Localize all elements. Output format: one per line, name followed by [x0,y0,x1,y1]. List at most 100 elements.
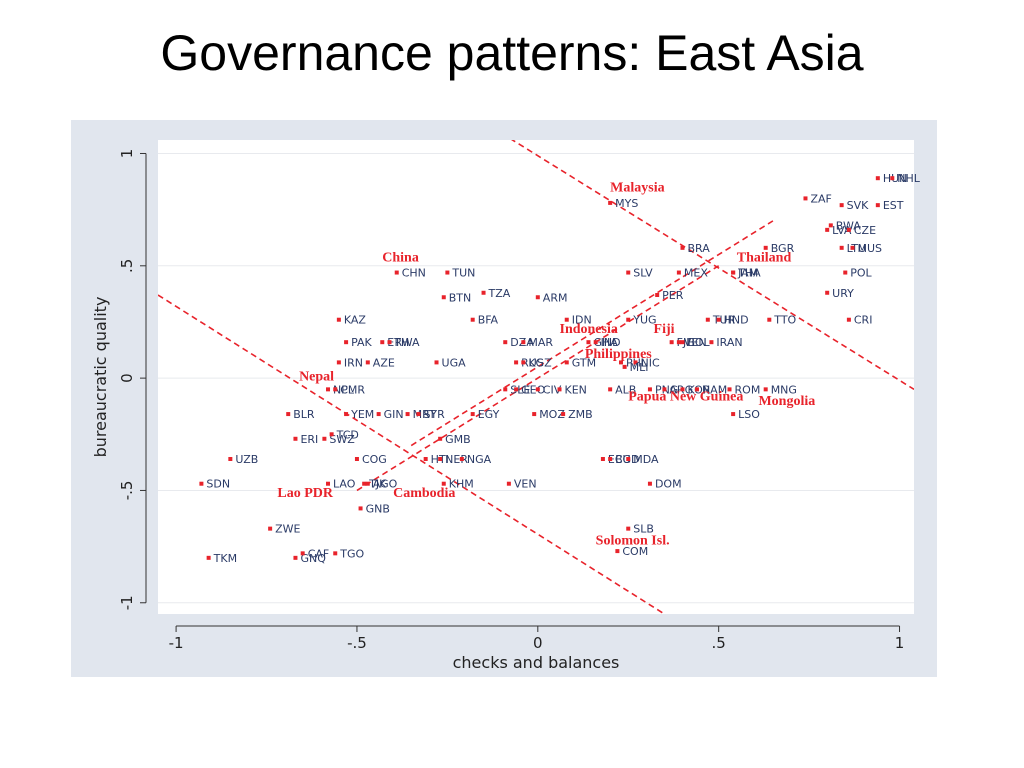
point-label: GNB [366,502,390,515]
point-marker [394,270,399,275]
point-label: TTO [773,314,796,327]
point-label: ROM [735,383,761,396]
highlight-label: China [382,250,419,265]
point-label: UZB [235,453,258,466]
point-label: HUN [883,172,908,185]
data-point: UZB [228,453,258,466]
data-point: MRT [405,408,436,421]
point-label: ALB [615,383,636,396]
data-point: CAF [300,547,330,560]
point-marker [680,245,685,250]
highlight-label: Fiji [654,322,675,337]
point-label: YEM [350,408,374,421]
data-point: PNG [647,383,678,396]
point-marker [763,245,768,250]
data-point: POL [843,267,873,280]
data-point: MEX [676,267,708,280]
point-marker [731,270,736,275]
data-point: EST [875,199,904,212]
point-marker [326,481,331,486]
data-point: TKM [206,552,237,565]
point-label: KAZ [344,314,367,327]
point-label: ZWE [275,523,300,536]
point-marker [662,387,667,392]
data-point: CIV [535,383,562,396]
point-label: SVK [847,199,870,212]
data-point: SLB [626,523,654,536]
point-marker [825,290,830,295]
data-point: TZA [481,287,511,300]
point-label: ETH [387,336,409,349]
point-label: AZE [373,356,395,369]
point-marker [358,506,363,511]
point-label: KGZ [528,356,552,369]
point-label: IRN [344,356,363,369]
point-label: ARM [543,291,568,304]
point-marker [380,340,385,345]
point-label: VEN [684,336,707,349]
point-marker [669,340,674,345]
point-label: LTU [847,242,866,255]
point-label: YUG [632,314,656,327]
data-point: KAZ [336,314,367,327]
point-marker [503,387,508,392]
data-point: ARM [535,291,568,304]
data-point: NGA [459,453,492,466]
point-marker [329,432,334,437]
data-point: TUR [705,314,736,327]
highlight-label: Cambodia [393,486,455,501]
data-point: ETH [380,336,409,349]
point-marker [564,317,569,322]
point-marker [846,227,851,232]
point-marker [445,270,450,275]
y-tick-label: 0 [118,373,136,383]
data-point: BOL [680,336,711,349]
point-marker [521,340,526,345]
data-point: ZMB [561,408,593,421]
data-point: ALB [608,383,636,396]
point-marker [336,360,341,365]
reference-line [510,140,914,391]
data-point: TUN [445,267,475,280]
point-label: BTN [449,291,472,304]
x-axis-label: checks and balances [453,653,620,672]
point-label: JAM [737,267,758,280]
point-label: LVA [832,224,852,237]
point-marker [626,270,631,275]
data-point: RUS [514,356,544,369]
point-label: RWA [395,336,420,349]
point-marker [438,456,443,461]
data-point: BFA [470,314,499,327]
point-label: DOM [655,478,682,491]
point-label: SLV [633,267,653,280]
point-marker [293,555,298,560]
point-marker [608,387,613,392]
point-label: SLB [633,523,654,536]
point-label: CAF [308,547,330,560]
point-marker [586,340,591,345]
data-point: SLV [626,267,653,280]
point-marker [803,196,808,201]
point-marker [416,412,421,417]
data-point: JAM [731,267,758,280]
point-marker [626,317,631,322]
point-marker [535,295,540,300]
data-point: PER [655,289,684,302]
point-marker [322,436,327,441]
y-tick-label: -1 [118,595,136,610]
data-point: IND [593,336,621,349]
data-point: IDN [564,314,592,327]
data-point: MYS [608,197,638,210]
data-point: VEN [676,336,707,349]
point-label: MLI [630,361,649,374]
point-label: COM [622,545,648,558]
highlight-label: Lao PDR [277,486,334,501]
point-label: TUR [712,314,736,327]
point-label: ZMB [568,408,593,421]
point-marker [600,456,605,461]
point-marker [365,360,370,365]
data-point: GIN [376,408,404,421]
point-marker [633,360,638,365]
